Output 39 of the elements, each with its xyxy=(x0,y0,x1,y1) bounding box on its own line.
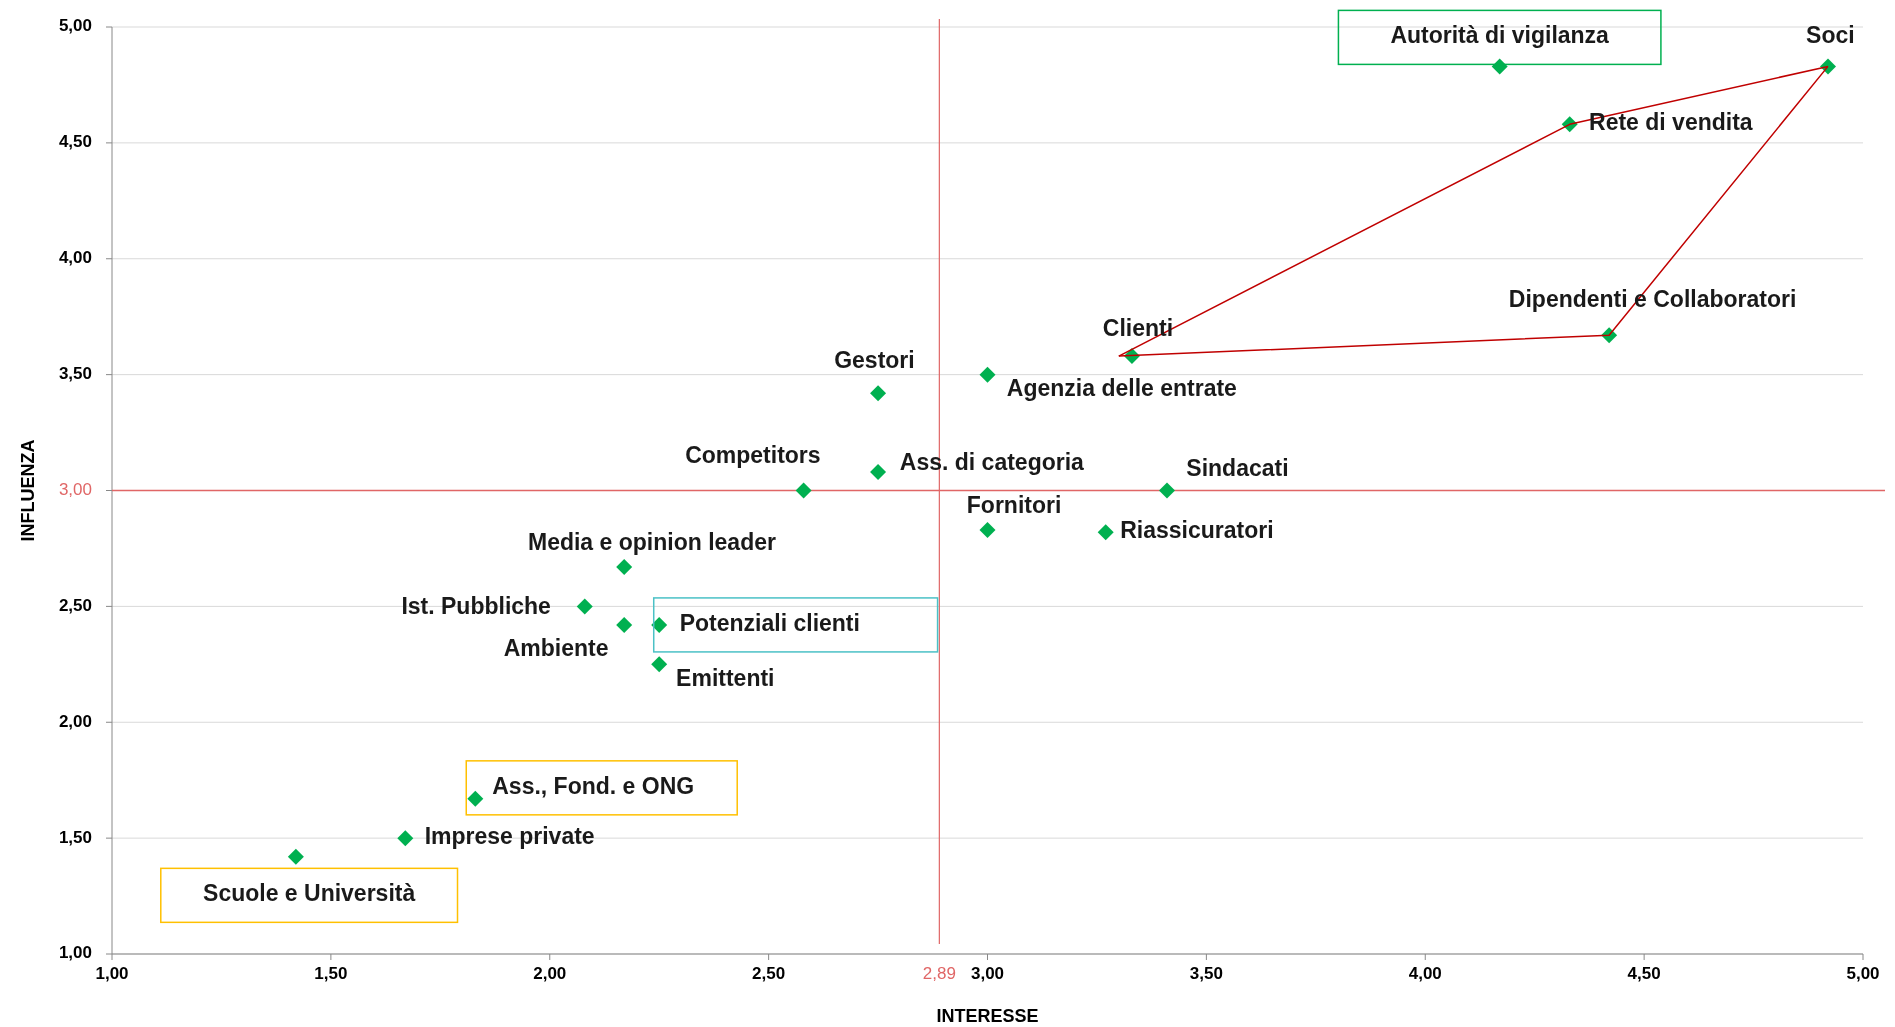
x-tick-label: 3,50 xyxy=(1189,964,1223,983)
annotation: Potenziali clienti xyxy=(679,609,860,636)
ref-line-label: 2,89 xyxy=(922,964,956,983)
annotation: Emittenti xyxy=(676,665,775,692)
annotation: Imprese private xyxy=(424,823,595,850)
x-tick-label: 5,00 xyxy=(1846,964,1880,983)
y-tick-label: 2,00 xyxy=(58,711,92,731)
annotation: Ass., Fond. e ONG xyxy=(492,772,695,799)
y-tick-label: 1,50 xyxy=(58,827,92,847)
x-tick-label: 2,50 xyxy=(752,964,786,983)
y-axis-title: INFLUENZA xyxy=(18,439,38,542)
annotation: Media e opinion leader xyxy=(528,529,776,556)
annotation: Sindacati xyxy=(1186,455,1289,482)
annotation: Autorità di vigilanza xyxy=(1390,22,1610,49)
x-axis-title: INTERESSE xyxy=(936,1006,1039,1026)
x-tick-label: 1,00 xyxy=(95,964,129,983)
y-tick-label: 4,00 xyxy=(58,248,92,268)
annotation: Gestori xyxy=(834,346,915,373)
annotation: Competitors xyxy=(685,441,821,468)
x-tick-label: 4,50 xyxy=(1627,964,1661,983)
annotation: Agenzia delle entrate xyxy=(1006,375,1237,402)
annotation: Scuole e Università xyxy=(203,880,416,907)
annotation: Rete di vendita xyxy=(1589,109,1753,136)
x-tick-label: 2,00 xyxy=(533,964,567,983)
annotation: Clienti xyxy=(1102,314,1174,341)
annotation: Ist. Pubbliche xyxy=(401,592,551,619)
annotation: Soci xyxy=(1806,22,1855,49)
x-tick-label: 4,00 xyxy=(1408,964,1442,983)
annotation: Ambiente xyxy=(503,635,609,662)
y-tick-label: 5,00 xyxy=(58,16,92,36)
annotation: Fornitori xyxy=(966,492,1062,519)
y-tick-label: 4,50 xyxy=(58,132,92,152)
y-tick-label: 1,00 xyxy=(58,943,92,963)
x-tick-label: 3,00 xyxy=(970,964,1005,983)
annotation: Riassicuratori xyxy=(1120,517,1274,544)
ref-line-label: 3,00 xyxy=(58,479,92,499)
x-tick-label: 1,50 xyxy=(314,964,348,983)
y-tick-label: 3,50 xyxy=(58,364,92,384)
y-tick-label: 2,50 xyxy=(58,595,92,615)
